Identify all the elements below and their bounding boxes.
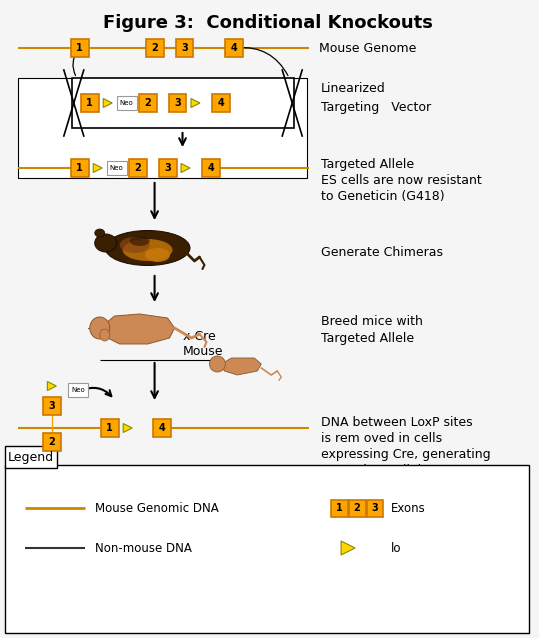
Text: Mouse Genomic DNA: Mouse Genomic DNA	[95, 501, 218, 514]
Text: 4: 4	[218, 98, 225, 108]
FancyBboxPatch shape	[68, 383, 88, 397]
Text: lo: lo	[391, 542, 402, 554]
Text: Generate Chimeras: Generate Chimeras	[321, 246, 443, 260]
Polygon shape	[341, 541, 355, 555]
Text: Legend: Legend	[8, 450, 54, 463]
Text: Figure 3:  Conditional Knockouts: Figure 3: Conditional Knockouts	[103, 14, 433, 32]
Text: 3: 3	[371, 503, 378, 513]
FancyBboxPatch shape	[225, 39, 243, 57]
Polygon shape	[222, 358, 261, 375]
Polygon shape	[93, 163, 102, 172]
FancyBboxPatch shape	[43, 397, 61, 415]
Text: DNA between LoxP sites
is rem oved in cells
expressing Cre, generating
a Knockou: DNA between LoxP sites is rem oved in ce…	[321, 416, 490, 477]
FancyBboxPatch shape	[81, 94, 99, 112]
FancyBboxPatch shape	[71, 39, 89, 57]
FancyBboxPatch shape	[203, 159, 220, 177]
Text: x Cre
Mouse: x Cre Mouse	[183, 330, 223, 358]
Circle shape	[210, 356, 225, 372]
Polygon shape	[181, 163, 190, 172]
Ellipse shape	[90, 317, 110, 339]
Text: 2: 2	[144, 98, 151, 108]
Text: 1: 1	[86, 98, 93, 108]
FancyBboxPatch shape	[146, 39, 163, 57]
Text: 1: 1	[106, 423, 113, 433]
FancyBboxPatch shape	[107, 161, 127, 175]
FancyBboxPatch shape	[349, 500, 365, 517]
Text: 4: 4	[231, 43, 238, 53]
Text: Breed mice with
Targeted Allele: Breed mice with Targeted Allele	[321, 315, 423, 345]
Ellipse shape	[100, 329, 110, 341]
Text: 1: 1	[77, 43, 83, 53]
FancyBboxPatch shape	[153, 419, 170, 437]
Text: 2: 2	[134, 163, 141, 173]
Text: 2: 2	[354, 503, 361, 513]
Ellipse shape	[105, 230, 190, 265]
FancyBboxPatch shape	[129, 159, 147, 177]
FancyBboxPatch shape	[72, 78, 294, 128]
Text: 3: 3	[164, 163, 171, 173]
Ellipse shape	[145, 248, 170, 262]
Polygon shape	[191, 98, 200, 107]
Text: 1: 1	[336, 503, 342, 513]
Text: 4: 4	[208, 163, 215, 173]
FancyBboxPatch shape	[5, 446, 57, 468]
FancyBboxPatch shape	[212, 94, 230, 112]
FancyBboxPatch shape	[330, 500, 348, 517]
Ellipse shape	[120, 237, 150, 253]
Polygon shape	[47, 382, 57, 390]
FancyBboxPatch shape	[43, 433, 61, 451]
FancyBboxPatch shape	[116, 96, 136, 110]
Text: Neo: Neo	[120, 100, 134, 106]
FancyBboxPatch shape	[5, 465, 529, 633]
FancyBboxPatch shape	[367, 500, 383, 517]
FancyBboxPatch shape	[18, 78, 307, 178]
Text: 3: 3	[181, 43, 188, 53]
Polygon shape	[123, 424, 132, 433]
FancyBboxPatch shape	[169, 94, 186, 112]
FancyBboxPatch shape	[101, 419, 119, 437]
Text: 3: 3	[174, 98, 181, 108]
Text: Neo: Neo	[71, 387, 85, 393]
FancyBboxPatch shape	[158, 159, 177, 177]
Text: Targeted Allele
ES cells are now resistant
to Geneticin (G418): Targeted Allele ES cells are now resista…	[321, 158, 482, 203]
Ellipse shape	[123, 239, 172, 261]
Text: Exons: Exons	[391, 501, 426, 514]
Text: Linearized
Targeting   Vector: Linearized Targeting Vector	[321, 82, 431, 114]
Text: 2: 2	[49, 437, 55, 447]
FancyBboxPatch shape	[176, 39, 194, 57]
FancyBboxPatch shape	[71, 159, 89, 177]
Text: 2: 2	[151, 43, 158, 53]
FancyBboxPatch shape	[139, 94, 156, 112]
Text: 1: 1	[77, 163, 83, 173]
Ellipse shape	[130, 236, 150, 246]
Text: 3: 3	[49, 401, 55, 411]
Text: 4: 4	[158, 423, 165, 433]
Text: Non-mouse DNA: Non-mouse DNA	[95, 542, 192, 554]
Ellipse shape	[95, 234, 116, 252]
Ellipse shape	[95, 229, 105, 237]
Polygon shape	[103, 98, 112, 107]
Text: Neo: Neo	[110, 165, 123, 171]
Polygon shape	[105, 314, 175, 344]
Text: Mouse Genome: Mouse Genome	[319, 41, 417, 54]
